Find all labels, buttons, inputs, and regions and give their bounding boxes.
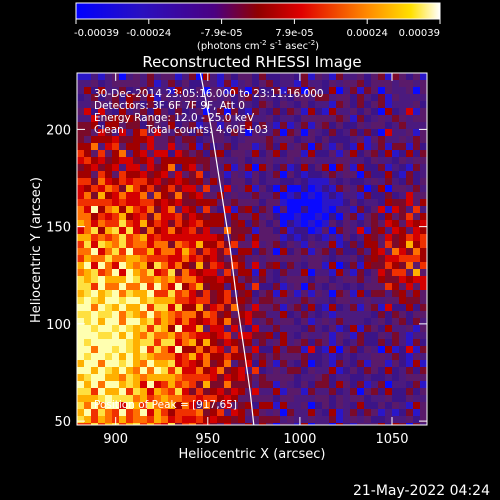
x-axis-label: Heliocentric X (arcsec) xyxy=(179,447,326,462)
x-tick-label: 950 xyxy=(195,432,220,447)
y-axis-ticks: 50 100 150 200 xyxy=(46,123,427,430)
y-axis-label: Heliocentric Y (arcsec) xyxy=(29,177,44,323)
colorbar-unit-label: (photons cm-2 s-1 asec-2) xyxy=(197,39,319,52)
y-tick-label: 150 xyxy=(46,221,71,236)
chart-title: Reconstructed RHESSI Image xyxy=(142,53,361,71)
footer-date: 21-May-2022 04:24 xyxy=(353,483,490,499)
colorbar-tick-label: -0.00039 xyxy=(74,28,119,39)
x-tick-label: 1050 xyxy=(375,432,408,447)
annotation-detectors: Detectors: 3F 6F 7F 9F, Att 0 xyxy=(94,100,245,112)
annotation-time: 30-Dec-2014 23:05:16.000 to 23:11:16.000 xyxy=(94,88,324,100)
annotation-energy: Energy Range: 12.0 - 25.0 keV xyxy=(94,112,255,124)
y-tick-label: 100 xyxy=(46,318,71,333)
x-tick-label: 1000 xyxy=(283,432,316,447)
colorbar-ticks: -0.00039 -0.00024 -7.9e-05 7.9e-05 0.00024 0.… xyxy=(74,19,441,39)
annotation-method: Clean xyxy=(94,124,124,136)
y-tick-label: 200 xyxy=(46,123,71,138)
colorbar-tick-label: 0.00024 xyxy=(347,28,388,39)
annotation-block: 30-Dec-2014 23:05:16.000 to 23:11:16.000… xyxy=(94,88,324,411)
colorbar-tick-label: 0.00039 xyxy=(399,28,440,39)
y-tick-label: 50 xyxy=(54,415,71,430)
solar-limb-curve xyxy=(199,73,255,425)
colorbar-frame xyxy=(75,2,441,20)
x-tick-label: 900 xyxy=(103,432,128,447)
annotation-counts: Total counts: 4.60E+03 xyxy=(145,124,268,136)
colorbar-tick-label: -7.9e-05 xyxy=(201,28,243,39)
annotation-peak: Position of Peak = [917,65] xyxy=(94,399,237,411)
colorbar-tick-label: -0.00024 xyxy=(126,28,171,39)
colorbar-tick-label: 7.9e-05 xyxy=(275,28,313,39)
plot-frame xyxy=(76,72,428,426)
colorbar xyxy=(76,3,440,19)
x-axis-ticks: 900 950 1000 1050 xyxy=(103,73,409,447)
heatmap xyxy=(77,73,427,425)
